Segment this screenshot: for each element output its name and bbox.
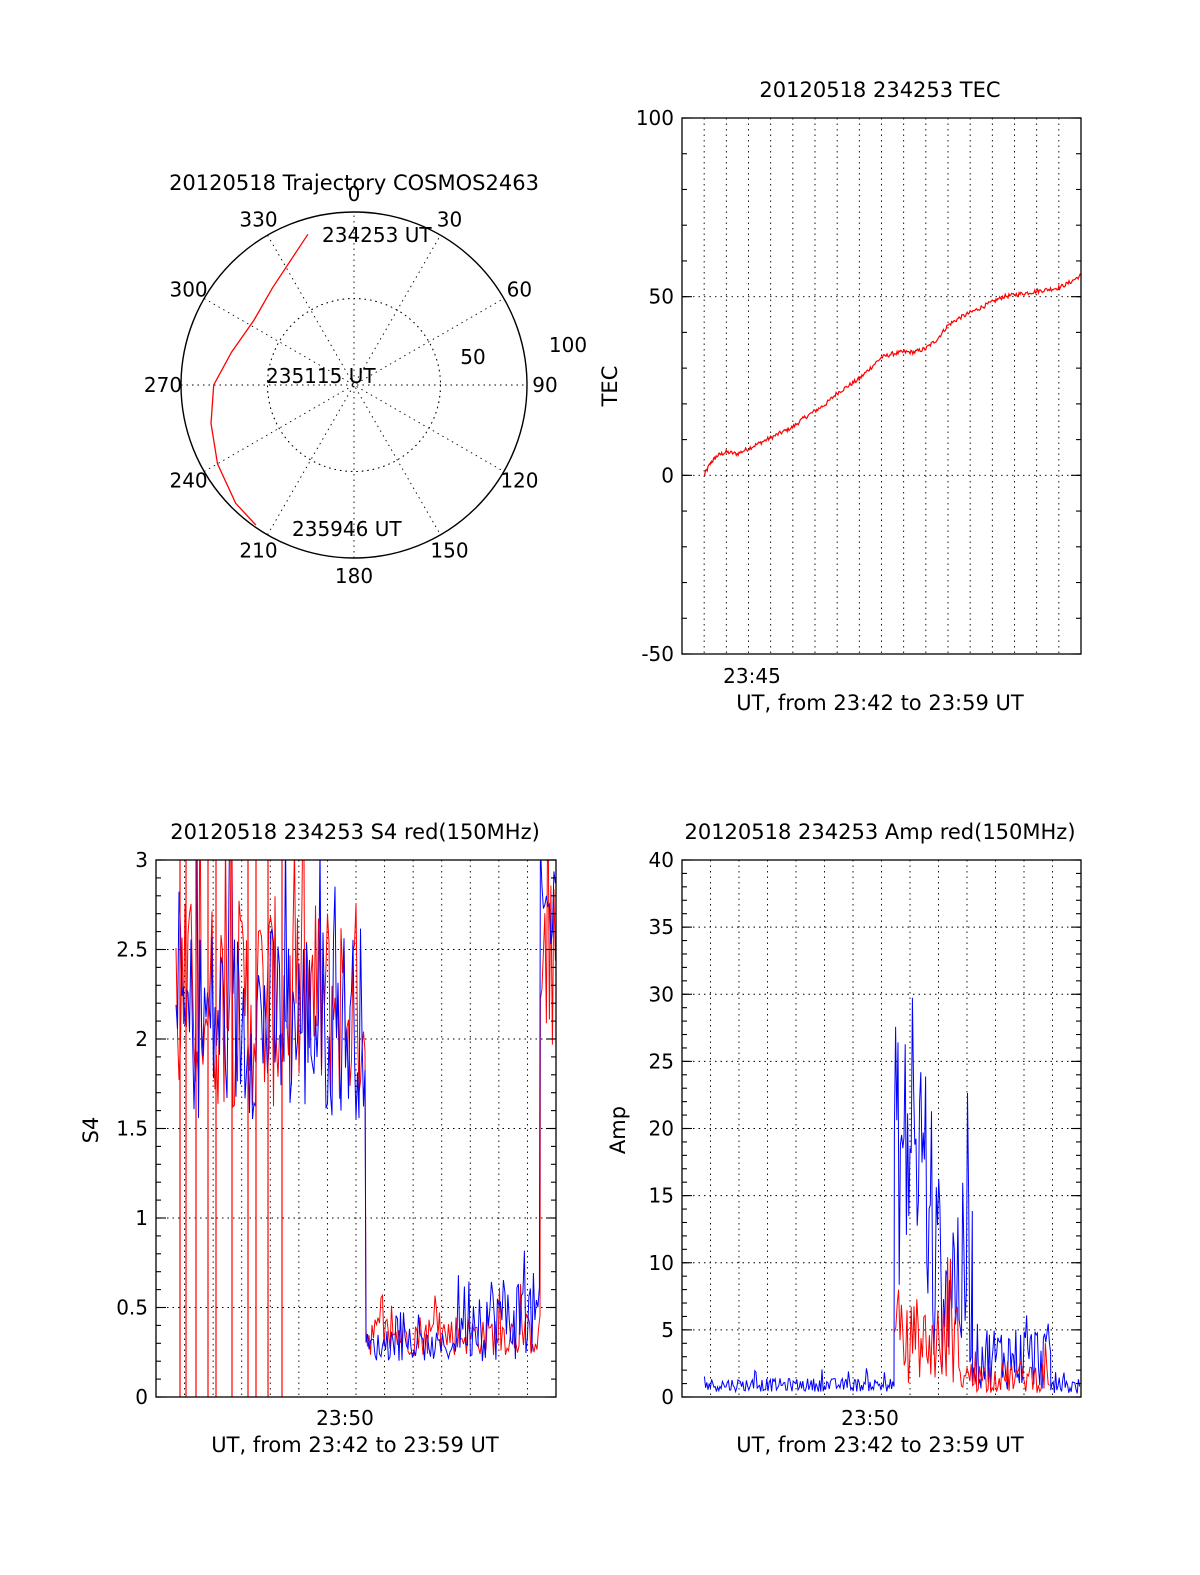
trajectory-line — [210, 233, 309, 526]
amp-title: 20120518 234253 Amp red(150MHz) — [684, 820, 1075, 844]
y-tick-label: 20 — [649, 1117, 674, 1141]
y-tick-label: 15 — [649, 1184, 674, 1208]
s4-xlabel: UT, from 23:42 to 23:59 UT — [211, 1433, 499, 1457]
polar-angle-label: 150 — [430, 538, 468, 562]
tec-xlabel: UT, from 23:42 to 23:59 UT — [736, 691, 1024, 715]
series-blue — [703, 997, 1081, 1394]
polar-angle-label: 210 — [239, 538, 277, 562]
polar-angle-label: 240 — [169, 469, 207, 493]
s4-plot-area — [175, 860, 556, 1397]
y-tick-label: 10 — [649, 1251, 674, 1275]
tec-xtick-label: 23:45 — [723, 664, 781, 688]
polar-grid — [180, 211, 528, 559]
track-mid-label: 235115 UT — [266, 364, 376, 388]
y-tick-label: 2.5 — [116, 938, 148, 962]
amp-panel: 20120518 234253 Amp red(150MHz) 40 35 30 25… — [606, 820, 1082, 1457]
track-start-label: 234253 UT — [322, 223, 432, 247]
polar-angle-label: 180 — [335, 564, 373, 588]
amp-y-ticks: 40 35 30 25 20 15 10 5 0 — [649, 848, 1081, 1409]
tec-series — [703, 273, 1082, 477]
polar-angle-labels: 0 30 60 90 120 150 180 210 240 270 300 330 — [144, 182, 558, 588]
amp-ylabel: Amp — [606, 1106, 630, 1154]
y-tick-label: 0 — [661, 1385, 674, 1409]
s4-y-ticks: 3 2.5 2 1.5 1 0.5 0 — [116, 848, 556, 1409]
y-tick-label: 40 — [649, 848, 674, 872]
y-tick-label: 0.5 — [116, 1296, 148, 1320]
y-tick-label: 2 — [135, 1027, 148, 1051]
y-tick-label: 35 — [649, 915, 674, 939]
amp-xtick-label: 23:50 — [841, 1406, 899, 1430]
s4-ylabel: S4 — [79, 1117, 103, 1144]
polar-angle-label: 300 — [169, 278, 207, 302]
amp-series — [703, 997, 1081, 1394]
tec-y-ticks: 100 50 0 -50 — [636, 106, 1081, 666]
y-tick-label: 25 — [649, 1049, 674, 1073]
amp-xlabel: UT, from 23:42 to 23:59 UT — [736, 1433, 1024, 1457]
y-tick-label: 100 — [636, 106, 674, 130]
y-tick-label: 1.5 — [116, 1117, 148, 1141]
tec-title: 20120518 234253 TEC — [759, 78, 1000, 102]
polar-title: 20120518 Trajectory COSMOS2463 — [169, 171, 539, 195]
track-end-label: 235946 UT — [292, 517, 402, 541]
polar-panel: 20120518 Trajectory COSMOS2463 0 30 60 90 12… — [144, 171, 587, 588]
polar-angle-label: 120 — [500, 469, 538, 493]
polar-angle-label: 0 — [348, 182, 361, 206]
s4-panel: 20120518 234253 S4 red(150MHz) 3 2.5 2 1.5 1… — [79, 820, 557, 1457]
y-tick-label: 0 — [135, 1385, 148, 1409]
polar-angle-label: 30 — [437, 208, 462, 232]
y-tick-label: 5 — [661, 1318, 674, 1342]
s4-series — [175, 860, 556, 1397]
y-tick-label: -50 — [641, 642, 674, 666]
polar-angle-label: 270 — [144, 373, 182, 397]
tec-ylabel: TEC — [598, 366, 622, 408]
amp-grid — [682, 860, 1081, 1397]
polar-track — [210, 233, 309, 526]
s4-title: 20120518 234253 S4 red(150MHz) — [170, 820, 540, 844]
y-tick-label: 3 — [135, 848, 148, 872]
tec-grid — [682, 118, 1081, 654]
y-tick-label: 0 — [661, 463, 674, 487]
tec-line — [703, 273, 1082, 477]
series-blue — [175, 860, 556, 1362]
series-red — [893, 1257, 1050, 1394]
y-tick-label: 50 — [649, 285, 674, 309]
polar-radius-label-50: 50 — [460, 345, 485, 369]
polar-angle-label: 60 — [507, 278, 532, 302]
amp-plot-area — [703, 997, 1081, 1394]
s4-xtick-label: 23:50 — [316, 1406, 374, 1430]
y-tick-label: 1 — [135, 1206, 148, 1230]
tec-frame — [681, 117, 1082, 655]
polar-angle-label: 90 — [532, 373, 557, 397]
y-tick-label: 30 — [649, 982, 674, 1006]
polar-angle-label: 330 — [239, 208, 277, 232]
polar-radius-label-100: 100 — [549, 333, 587, 357]
